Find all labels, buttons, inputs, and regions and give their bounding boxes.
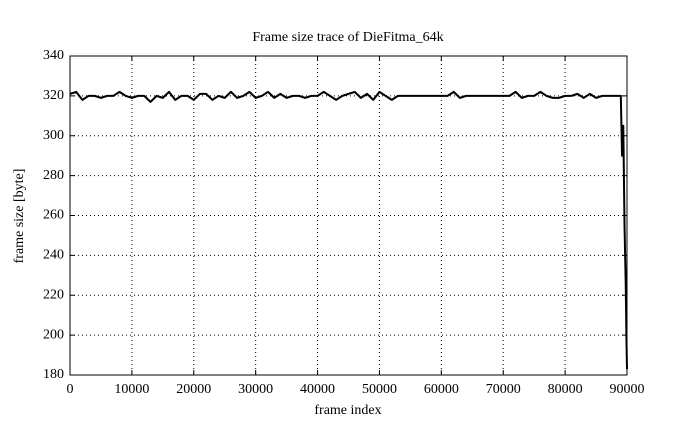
x-tick-label: 30000: [238, 382, 273, 397]
x-tick-label: 10000: [114, 382, 149, 397]
y-tick-label: 220: [43, 287, 64, 302]
y-tick-label: 240: [43, 248, 64, 263]
data-line: [69, 90, 628, 370]
y-tick-label: 300: [43, 128, 64, 143]
x-tick-label: 0: [67, 382, 74, 397]
x-tick-label: 90000: [610, 382, 645, 397]
y-tick-label: 200: [43, 327, 64, 342]
y-tick-label: 320: [43, 88, 64, 103]
chart-title: Frame size trace of DieFitma_64k: [252, 30, 443, 45]
x-tick-label: 80000: [548, 382, 583, 397]
plot-frame: [69, 55, 628, 376]
y-tick-label: 280: [43, 168, 64, 183]
x-axis-label: frame index: [314, 403, 381, 418]
y-tick-label: 340: [43, 48, 64, 63]
x-tick-label: 70000: [486, 382, 521, 397]
y-tick-label: 180: [43, 367, 64, 382]
y-axis-label: frame size [byte]: [12, 169, 27, 264]
x-tick-label: 20000: [176, 382, 211, 397]
y-tick-label: 260: [43, 208, 64, 223]
x-tick-label: 60000: [424, 382, 459, 397]
x-tick-label: 50000: [362, 382, 397, 397]
x-tick-label: 40000: [300, 382, 335, 397]
